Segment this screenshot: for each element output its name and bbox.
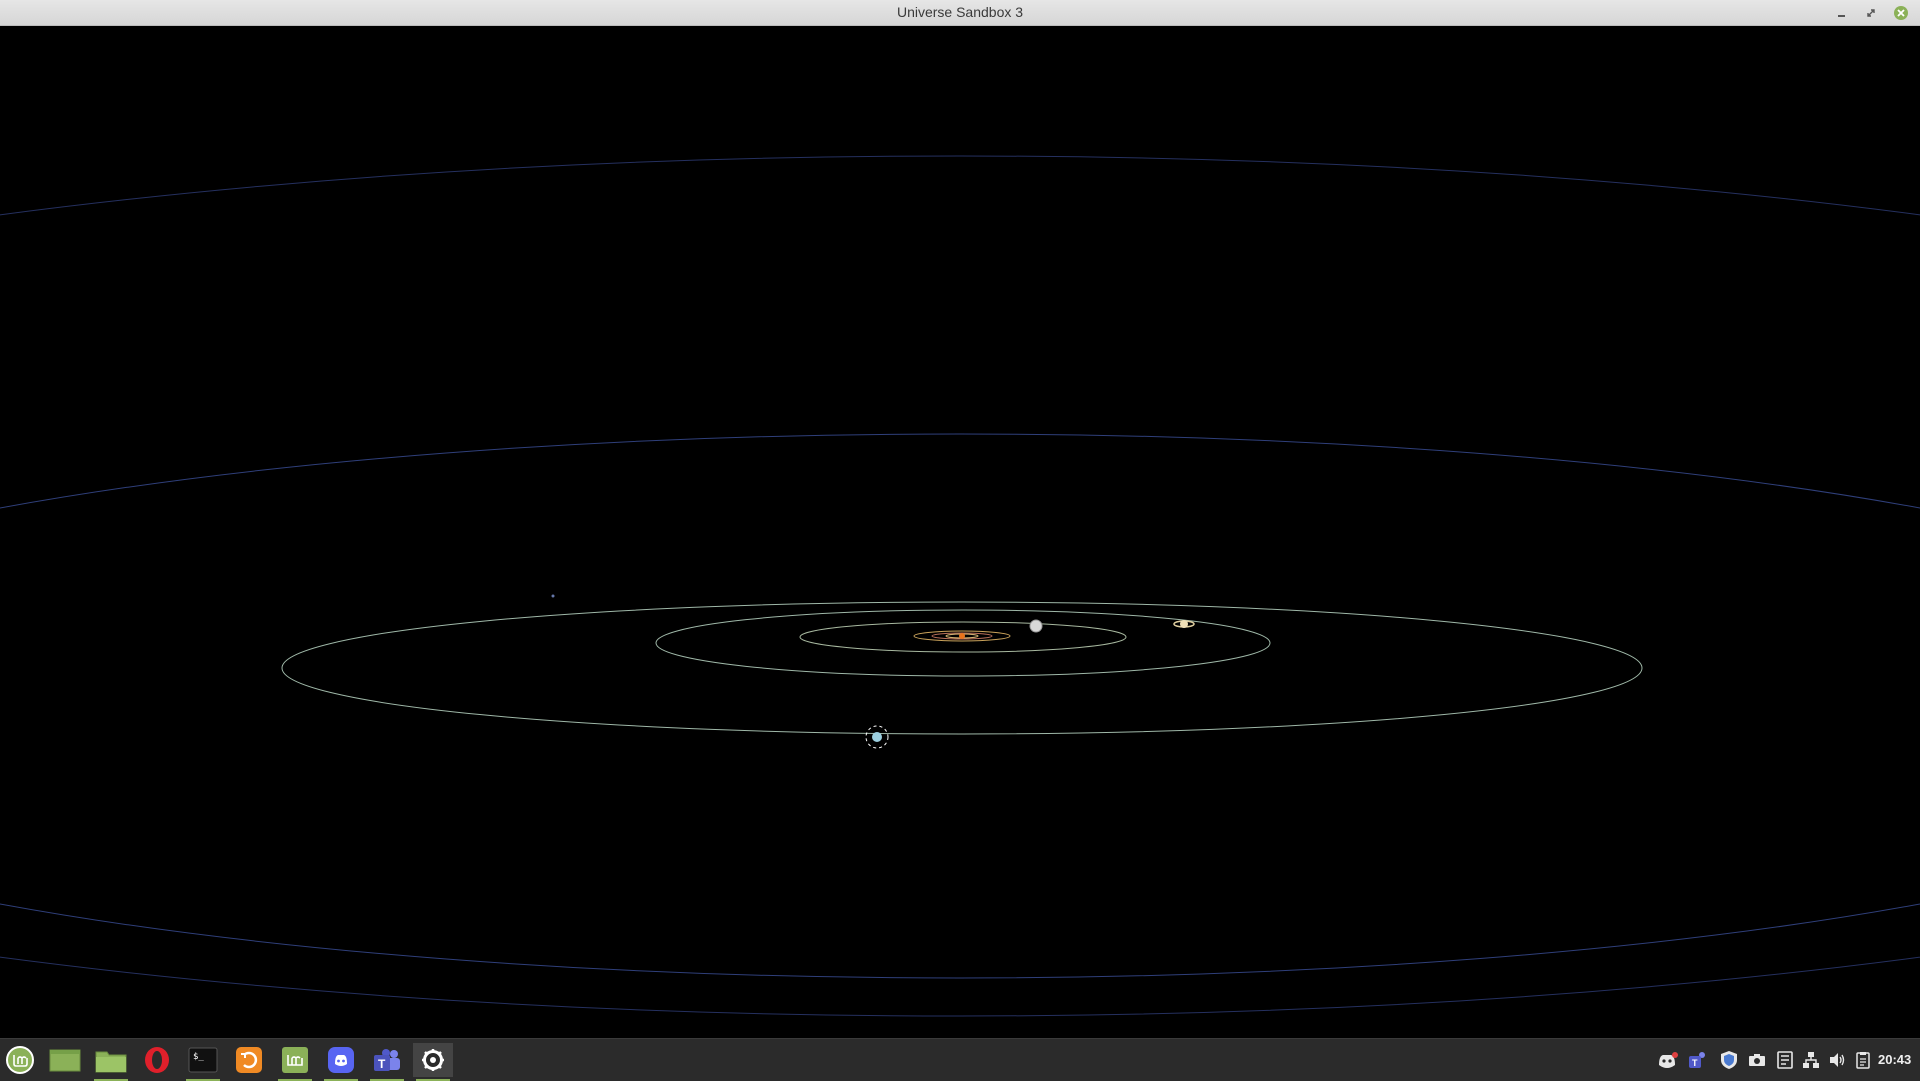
show-desktop-button[interactable]: [45, 1043, 85, 1077]
opera-button[interactable]: [137, 1043, 177, 1077]
teams-icon: T: [374, 1049, 400, 1071]
desktop-icon: [49, 1049, 81, 1072]
close-icon: [1894, 6, 1908, 20]
planet-orbit-medium: [655, 609, 1271, 677]
planet-orbit-large: [281, 601, 1643, 735]
window-title: Universe Sandbox 3: [896, 4, 1024, 20]
volume-tray-button[interactable]: [1826, 1049, 1848, 1071]
camera-tray-button[interactable]: [1746, 1049, 1768, 1071]
maximize-icon: [1867, 9, 1875, 17]
planet-selected-marker: [865, 725, 889, 749]
small-body: [551, 594, 555, 598]
clipboard-tray-button[interactable]: [1852, 1049, 1874, 1071]
terminal-icon: $_: [188, 1047, 218, 1073]
files-button[interactable]: [91, 1043, 131, 1081]
minimize-icon: [1838, 15, 1845, 17]
svg-text:T: T: [378, 1057, 386, 1071]
display-icon: [1777, 1051, 1793, 1069]
planet-neptune: [872, 732, 882, 742]
discord-button[interactable]: [321, 1043, 361, 1081]
network-icon: [1803, 1052, 1819, 1068]
terminal-button[interactable]: $_: [183, 1043, 223, 1081]
network-tray-button[interactable]: [1800, 1049, 1822, 1071]
display-tray-button[interactable]: [1774, 1049, 1796, 1071]
camera-icon: [1749, 1054, 1765, 1066]
backup-icon: [236, 1047, 262, 1073]
backup-button[interactable]: [229, 1043, 269, 1077]
svg-text:T: T: [1692, 1058, 1698, 1068]
simulation-viewport[interactable]: [0, 26, 1920, 1038]
update-manager-button[interactable]: [275, 1043, 315, 1081]
window-titlebar[interactable]: Universe Sandbox 3: [0, 0, 1920, 26]
shield-tray-button[interactable]: [1718, 1049, 1740, 1071]
mint-menu-button[interactable]: [0, 1043, 40, 1077]
universe-sandbox-button[interactable]: [413, 1043, 453, 1081]
shield-icon: [1721, 1051, 1737, 1069]
linux-mint-logo-icon: [6, 1046, 34, 1074]
teams-tray-icon: T: [1689, 1052, 1705, 1068]
teams-tray-icon-button[interactable]: T: [1686, 1049, 1708, 1071]
outermost-orbit: [0, 155, 1920, 1017]
clock[interactable]: 20:43: [1878, 1052, 1912, 1067]
discord-icon: [328, 1047, 354, 1073]
solar-system-view: [0, 155, 1920, 1017]
taskbar: $_ T: [0, 1038, 1920, 1081]
sun: [959, 633, 965, 639]
clipboard-icon: [1856, 1052, 1870, 1069]
maximize-button[interactable]: [1862, 4, 1880, 22]
discord-tray-icon: [1659, 1052, 1678, 1068]
close-button[interactable]: [1892, 4, 1910, 22]
svg-text:$_: $_: [193, 1052, 204, 1062]
opera-browser-icon: [145, 1047, 169, 1073]
minimize-button[interactable]: [1833, 4, 1851, 22]
inner-orbit-1: [913, 630, 1011, 642]
planet-jupiter: [1029, 619, 1043, 633]
discord-tray-icon-button[interactable]: [1656, 1049, 1678, 1071]
outer-orbit: [0, 433, 1920, 979]
folder-icon: [95, 1051, 127, 1073]
gear-icon: [422, 1049, 444, 1071]
volume-icon: [1830, 1053, 1845, 1067]
planet-saturn: [1180, 620, 1188, 628]
planet-orbit-small: [799, 621, 1127, 653]
teams-button[interactable]: T: [367, 1043, 407, 1081]
update-manager-icon: [282, 1047, 308, 1073]
